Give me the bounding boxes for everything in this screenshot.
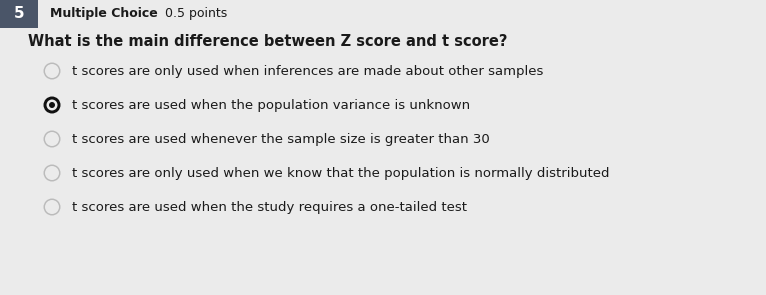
Circle shape [44,199,61,216]
Circle shape [44,63,61,79]
FancyBboxPatch shape [0,0,38,28]
Text: t scores are used whenever the sample size is greater than 30: t scores are used whenever the sample si… [72,132,489,145]
Circle shape [44,130,61,148]
Text: 0.5 points: 0.5 points [165,7,228,20]
Circle shape [45,166,59,180]
Text: 5: 5 [14,6,25,22]
Text: t scores are only used when inferences are made about other samples: t scores are only used when inferences a… [72,65,543,78]
Circle shape [44,165,61,181]
Text: Multiple Choice: Multiple Choice [50,7,158,20]
Circle shape [44,96,61,114]
Text: What is the main difference between Z score and t score?: What is the main difference between Z sc… [28,35,508,50]
Text: t scores are used when the population variance is unknown: t scores are used when the population va… [72,99,470,112]
Circle shape [47,99,57,111]
Circle shape [45,64,59,78]
Circle shape [49,102,55,108]
Text: t scores are used when the study requires a one-tailed test: t scores are used when the study require… [72,201,467,214]
Text: t scores are only used when we know that the population is normally distributed: t scores are only used when we know that… [72,166,610,179]
Circle shape [45,132,59,146]
Circle shape [45,200,59,214]
